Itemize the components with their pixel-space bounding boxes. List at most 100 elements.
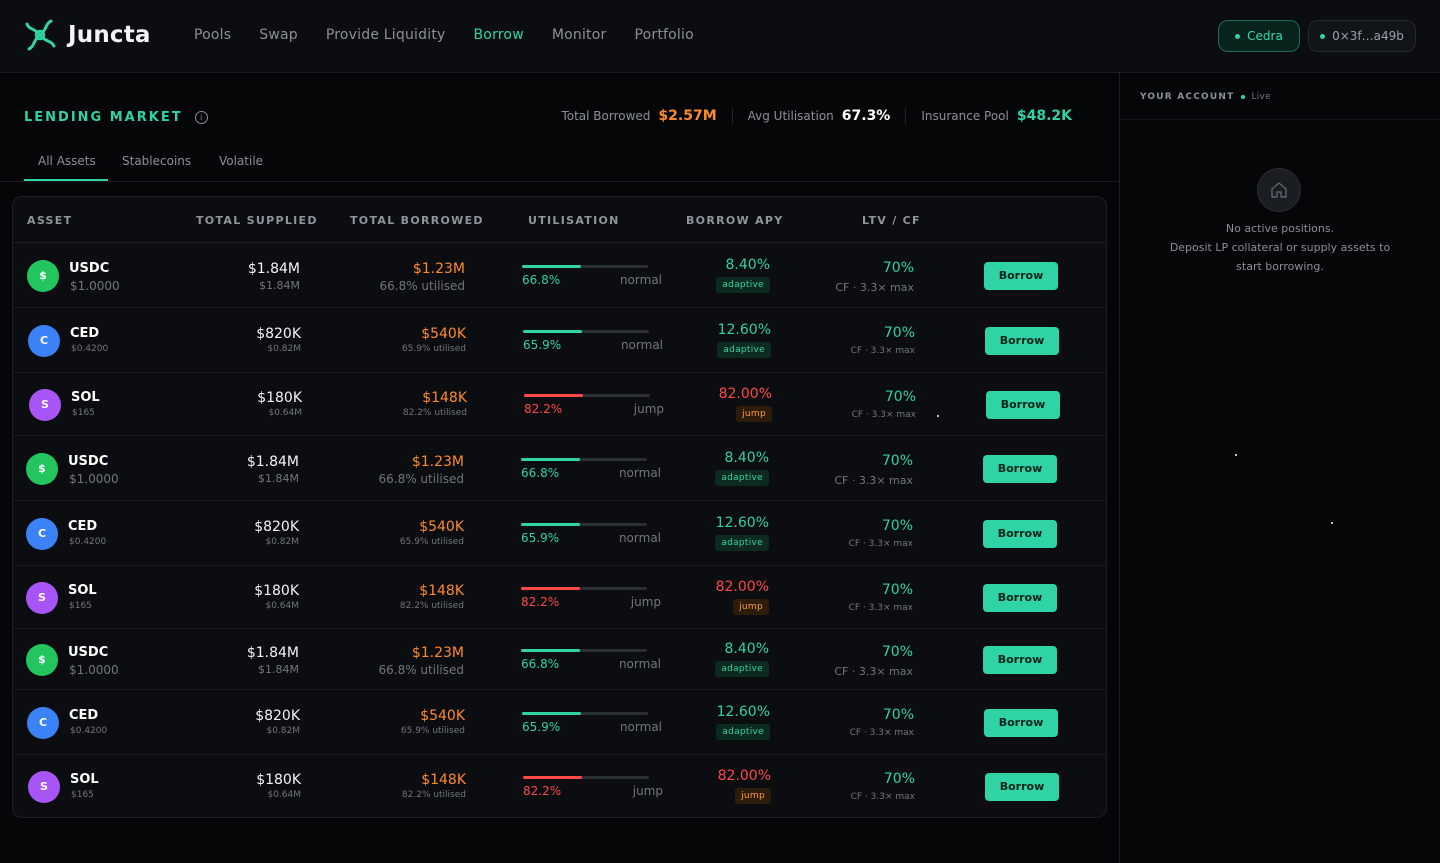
tab-all-assets[interactable]: All Assets (38, 154, 96, 168)
borrow-button[interactable]: Borrow (984, 261, 1058, 290)
asset-icon: C (27, 706, 59, 739)
asset-tabs: All Assets Stablecoins Volatile (0, 143, 1119, 182)
nav-item-portfolio[interactable]: Portfolio (634, 27, 694, 43)
asset-icon: C (28, 324, 60, 357)
total-supplied: $180K (256, 771, 301, 788)
utilisation-percent: 65.9% (522, 719, 561, 734)
ltv-value: 70% (883, 770, 915, 787)
borrow-button[interactable]: Borrow (983, 645, 1057, 674)
cf-value: CF · 3.3× max (850, 345, 915, 356)
active-tab-indicator (24, 179, 108, 181)
utilisation-bar-fill (523, 775, 582, 779)
lending-table: ASSET TOTAL SUPPLIED TOTAL BORROWED UTIL… (12, 196, 1107, 818)
utilisation-bar (521, 457, 647, 461)
borrowed-utilised: 82.2% utilised (402, 407, 467, 418)
cf-value: CF · 3.3× max (834, 473, 913, 487)
total-supplied-sub: $1.84M (258, 471, 299, 485)
total-borrowed: $540K (421, 325, 466, 342)
cf-value: CF · 3.3× max (851, 409, 916, 420)
nav-item-provide-liquidity[interactable]: Provide Liquidity (325, 27, 446, 43)
ltv-value: 70% (883, 324, 915, 341)
ltv-value: 70% (882, 706, 914, 723)
table-row: $ USDC $1.0000 $1.84M $1.84M $1.23M 66.8% util… (13, 243, 1106, 308)
table-row: $ USDC $1.0000 $1.84M $1.84M $1.23M 66.8% util… (13, 436, 1106, 501)
total-supplied-sub: $0.82M (267, 343, 301, 354)
rate-model: jump (632, 783, 663, 798)
stat-label: Insurance Pool (921, 109, 1009, 123)
rate-model-badge: jump (736, 405, 772, 422)
col-total-supplied: TOTAL SUPPLIED (196, 214, 318, 227)
empty-state-line2: Deposit LP collateral or supply assets t… (1169, 241, 1391, 254)
borrow-button[interactable]: Borrow (983, 454, 1057, 483)
utilisation-bar-fill (522, 711, 581, 715)
wallet-address: 0×3f…a49b (1332, 29, 1404, 43)
utilisation-percent: 66.8% (521, 465, 560, 480)
asset-name: SOL (70, 771, 99, 787)
borrowed-utilised: 82.2% utilised (399, 600, 464, 611)
table-row: C CED $0.4200 $820K $0.82M $540K 65.9% utilise… (13, 308, 1106, 373)
utilisation-percent: 65.9% (523, 337, 562, 352)
live-label: Live (1251, 92, 1272, 102)
utilisation-percent: 66.8% (522, 272, 561, 287)
asset-price: $0.4200 (70, 725, 108, 736)
table-row: S SOL $165 $180K $0.64M $148K 82.2% utilised 82… (13, 566, 1106, 629)
utilisation-bar-fill (522, 264, 581, 268)
tab-volatile[interactable]: Volatile (219, 154, 264, 168)
asset-price: $1.0000 (69, 662, 119, 677)
cf-value: CF · 3.3× max (848, 602, 913, 613)
total-borrowed: $540K (419, 518, 464, 535)
utilisation-bar-fill (521, 457, 580, 461)
network-selector[interactable]: Cedra (1218, 20, 1300, 52)
account-header: YOUR ACCOUNT Live (1120, 73, 1440, 120)
ltv-value: 70% (881, 517, 913, 534)
tab-stablecoins[interactable]: Stablecoins (122, 154, 192, 168)
cf-value: CF · 3.3× max (835, 280, 914, 294)
utilisation-percent: 66.8% (521, 656, 560, 671)
stat-label: Total Borrowed (561, 109, 651, 123)
utilisation-bar-fill (521, 522, 580, 526)
cf-value: CF · 3.3× max (850, 791, 915, 802)
info-icon[interactable]: i (194, 111, 208, 124)
nav-item-borrow[interactable]: Borrow (473, 27, 524, 43)
ltv-value: 70% (882, 259, 914, 276)
col-total-borrowed: TOTAL BORROWED (350, 214, 484, 227)
rate-model-badge: adaptive (717, 341, 771, 358)
borrowed-utilised: 66.8% utilised (378, 471, 465, 486)
speck (937, 415, 939, 417)
app-name: Juncta (68, 22, 151, 48)
rate-model: normal (618, 465, 661, 480)
rate-model-badge: jump (735, 787, 771, 804)
borrow-button[interactable]: Borrow (983, 519, 1057, 548)
network-label: Cedra (1247, 29, 1283, 43)
borrowed-utilised: 65.9% utilised (399, 536, 464, 547)
total-supplied: $820K (254, 518, 299, 535)
speck (1235, 454, 1237, 456)
stat-insurance-pool: Insurance Pool $48.2K (905, 108, 1087, 124)
wallet-button[interactable]: 0×3f…a49b (1308, 20, 1416, 52)
nav-item-swap[interactable]: Swap (259, 27, 298, 43)
ltv-value: 70% (881, 452, 913, 469)
utilisation-percent: 82.2% (523, 783, 562, 798)
borrow-button[interactable]: Borrow (984, 708, 1058, 737)
asset-icon: S (29, 388, 61, 421)
utilisation-bar-fill (521, 648, 580, 652)
logo[interactable]: Juncta (23, 18, 151, 52)
table-row: C CED $0.4200 $820K $0.82M $540K 65.9% utilise… (13, 690, 1106, 755)
rate-model-badge: adaptive (715, 534, 769, 551)
borrow-button[interactable]: Borrow (986, 390, 1060, 419)
ltv-value: 70% (881, 643, 913, 660)
total-supplied-sub: $0.82M (266, 725, 300, 736)
main-nav: Pools Swap Provide Liquidity Borrow Monitor P… (194, 27, 722, 43)
borrow-button[interactable]: Borrow (985, 326, 1059, 355)
nav-item-pools[interactable]: Pools (194, 27, 232, 43)
total-borrowed: $148K (422, 389, 467, 406)
utilisation-bar-fill (523, 329, 582, 333)
live-dot (1241, 95, 1246, 99)
borrow-button[interactable]: Borrow (983, 583, 1057, 612)
borrow-button[interactable]: Borrow (985, 772, 1059, 801)
nav-item-monitor[interactable]: Monitor (551, 27, 607, 43)
utilisation-bar (522, 264, 648, 268)
asset-name: CED (70, 325, 100, 341)
rate-model: normal (619, 272, 662, 287)
utilisation-bar (522, 711, 648, 715)
